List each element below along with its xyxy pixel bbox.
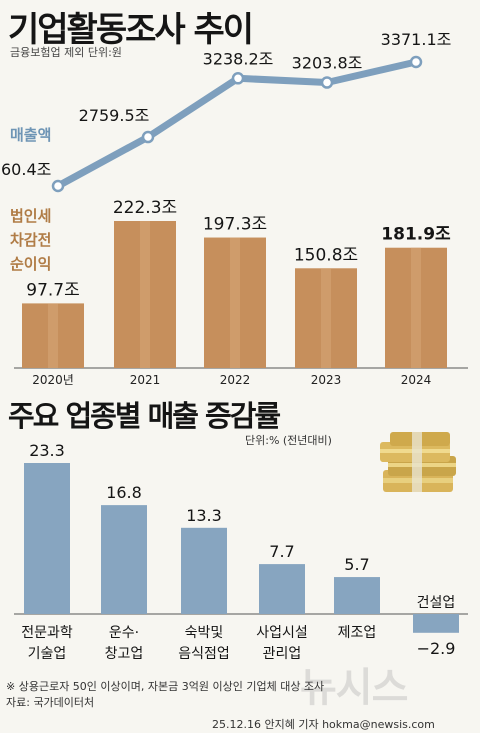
source-note: 자료: 국가데이터처 (6, 696, 95, 709)
revenue-value-label: 2759.5조 (79, 106, 150, 125)
profit-value-label: 222.3조 (113, 198, 177, 218)
byline: 25.12.16 안지혜 기자 hokma@newsis.com (212, 718, 435, 731)
industry-category-label: 사업시설 (256, 625, 308, 641)
profit-bar-tape (140, 221, 150, 368)
revenue-value-label: 2360.4조 (0, 160, 51, 179)
year-tick-label: 2024 (401, 373, 432, 387)
industry-bar (413, 614, 459, 633)
revenue-point (409, 55, 423, 69)
profit-bar-tape (48, 303, 58, 368)
industry-category-label: 창고업 (105, 646, 144, 662)
industry-value-label: 23.3 (29, 441, 65, 460)
footnote: ※ 상용근로자 50인 이상이며, 자본금 3억원 이상인 기업체 대상 조사 (6, 680, 325, 693)
industry-value-label: 16.8 (106, 483, 142, 502)
profit-value-label: 97.7조 (26, 280, 80, 300)
industry-category-label: 관리업 (263, 646, 302, 662)
industry-bar (259, 564, 305, 614)
bar-series-label-line2: 차감전 (10, 231, 52, 249)
watermark-logo: 뉴시스 (300, 665, 408, 711)
industry-category-label: 숙박및 (185, 625, 224, 641)
profit-value-label: 197.3조 (203, 215, 267, 235)
section-unit-note: 단위:% (전년대비) (245, 434, 332, 447)
unit-note: 금융보험업 제외 단위:원 (10, 46, 122, 59)
line-series-label: 매출액 (10, 126, 52, 144)
industry-bar (24, 463, 70, 614)
industry-category-label: 제조업 (338, 625, 377, 641)
industry-category-label: 기술업 (28, 646, 67, 662)
year-tick-label: 2020년 (32, 373, 74, 387)
industry-bar (101, 505, 147, 614)
year-tick-label: 2022 (220, 373, 251, 387)
industry-category-label: 전문과학 (21, 625, 73, 641)
profit-bar-tape (321, 268, 331, 368)
industry-category-label: 운수· (109, 625, 139, 641)
revenue-point (51, 179, 65, 193)
page-title: 기업활동조사 추이 (8, 10, 254, 50)
profit-bar-tape (230, 237, 240, 368)
bar-series-label-line1: 법인세 (10, 207, 52, 225)
year-tick-label: 2023 (311, 373, 342, 387)
revenue-point (231, 72, 245, 85)
industry-bar (334, 577, 380, 614)
industry-value-label: 5.7 (344, 555, 369, 574)
revenue-point (320, 76, 334, 89)
bar-series-label-line3: 순이익 (10, 255, 52, 273)
revenue-point (141, 130, 155, 144)
industry-value-label: 13.3 (186, 506, 222, 525)
profit-bar-tape (411, 247, 421, 368)
money-stack-illustration (380, 432, 456, 492)
section-title: 주요 업종별 매출 증감률 (8, 399, 281, 433)
revenue-value-label: 3371.1조 (381, 30, 452, 49)
industry-bar (181, 527, 227, 614)
industry-value-label: −2.9 (417, 639, 456, 658)
revenue-value-label: 3238.2조 (203, 49, 274, 68)
year-tick-label: 2021 (130, 373, 161, 387)
profit-value-label: 181.9조 (381, 225, 451, 245)
industry-value-label: 7.7 (269, 542, 294, 561)
profit-value-label: 150.8조 (294, 245, 358, 265)
industry-category-label: 건설업 (417, 595, 456, 611)
industry-category-label: 음식점업 (178, 646, 230, 662)
revenue-value-label: 3203.8조 (292, 54, 363, 73)
